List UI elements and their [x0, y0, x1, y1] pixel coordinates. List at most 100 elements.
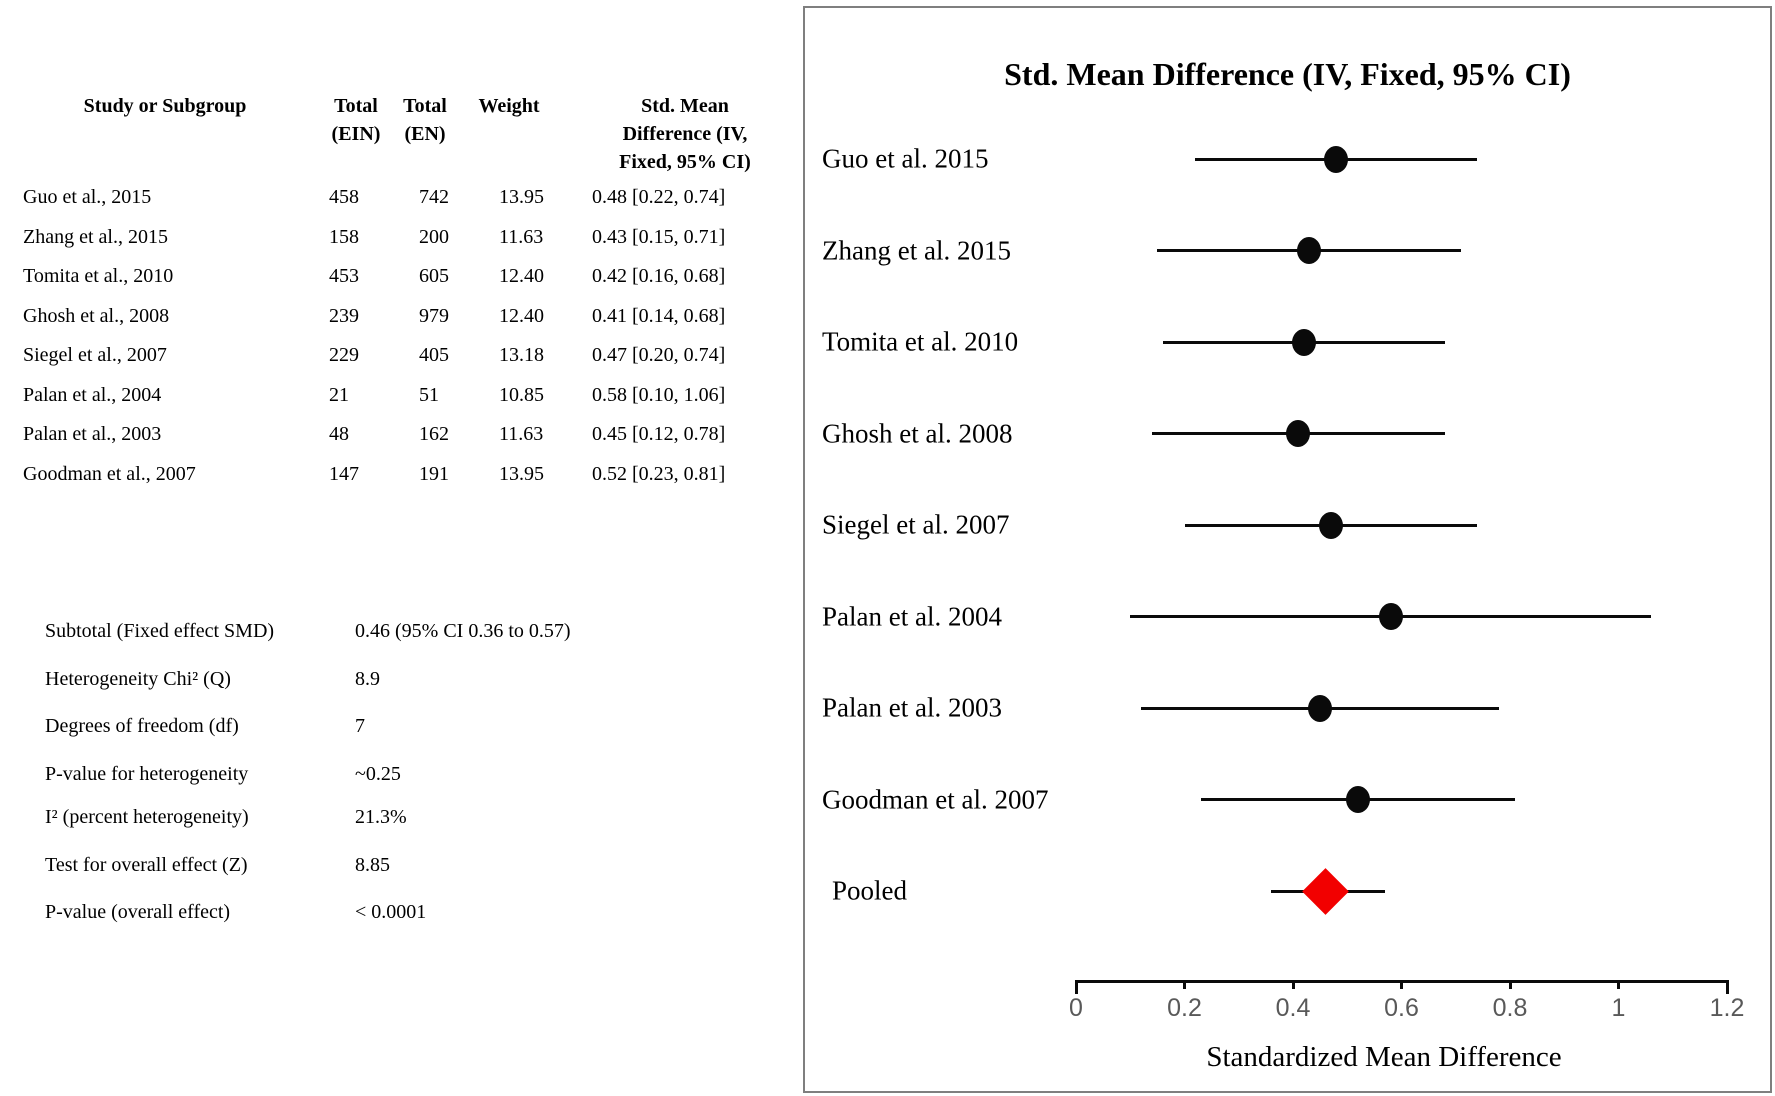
stat-label: Degrees of freedom (df) [45, 715, 239, 737]
header-std-mean-difference-line: Fixed, 95% CI) [619, 151, 751, 173]
smd-ci-cell: 0.58 [0.10, 1.06] [592, 383, 726, 406]
study-name-cell: Tomita et al., 2010 [23, 265, 174, 287]
x-axis-tick [1291, 980, 1295, 989]
smd-ci-cell: 0.42 [0.16, 0.68] [592, 265, 726, 287]
smd-ci-cell: 0.45 [0.12, 0.78] [592, 423, 726, 445]
weight-cell: 11.63 [499, 225, 544, 248]
study-name-cell: Goodman et al., 2007 [23, 462, 196, 485]
stat-label: Test for overall effect (Z) [45, 853, 248, 876]
forest-row-label: Goodman et al. 2007 [822, 784, 1049, 814]
forest-plot-panel [803, 6, 1772, 1093]
point-estimate-marker [1286, 420, 1311, 447]
smd-ci-cell: 0.52 [0.23, 0.81] [592, 462, 726, 485]
study-name-cell: Guo et al., 2015 [23, 186, 152, 208]
smd-ci-cell: 0.48 [0.22, 0.74] [592, 186, 726, 208]
total-ein-cell: 239 [329, 304, 359, 327]
weight-cell: 13.95 [499, 186, 544, 208]
total-en-cell: 605 [419, 265, 449, 287]
weight-cell: 13.95 [499, 462, 544, 485]
forest-row-label: Ghosh et al. 2008 [822, 418, 1013, 448]
smd-ci-cell: 0.43 [0.15, 0.71] [592, 225, 726, 248]
stat-label: P-value for heterogeneity [45, 762, 249, 785]
study-name-cell: Ghosh et al., 2008 [23, 304, 170, 327]
x-axis-title: Standardized Mean Difference [1206, 1041, 1562, 1073]
point-estimate-marker [1308, 694, 1333, 722]
total-ein-cell: 458 [329, 186, 359, 208]
point-estimate-marker [1297, 237, 1322, 264]
stat-value: < 0.0001 [355, 901, 427, 923]
study-name-cell: Zhang et al., 2015 [23, 225, 168, 248]
forest-row-label: Palan et al. 2004 [822, 601, 1002, 631]
weight-cell: 12.40 [499, 304, 544, 327]
stat-label: Heterogeneity Chi² (Q) [45, 667, 231, 690]
x-axis-tick [1183, 980, 1186, 989]
stat-value: 8.9 [355, 667, 380, 690]
x-axis-tick [1617, 980, 1620, 989]
header-weight: Weight [459, 92, 559, 120]
header-study-or-subgroup-line: Study or Subgroup [83, 95, 247, 117]
x-axis-tick-label: 0 [1069, 994, 1083, 1022]
stat-value: 7 [355, 715, 365, 737]
smd-ci-cell: 0.41 [0.14, 0.68] [592, 304, 726, 327]
stat-value: 8.85 [355, 853, 390, 876]
x-axis-tick-label: 0.6 [1384, 994, 1419, 1022]
point-estimate-marker [1318, 511, 1343, 539]
header-total-en-line: (EN) [404, 123, 446, 145]
x-axis-tick-label: 1.2 [1709, 994, 1745, 1022]
forest-row-label: Tomita et al. 2010 [822, 326, 1019, 357]
x-axis-tick-label: 0.4 [1275, 994, 1311, 1022]
stat-label: I² (percent heterogeneity) [45, 806, 249, 828]
x-axis-tick [1074, 980, 1078, 994]
study-name-cell: Siegel et al., 2007 [23, 344, 167, 366]
total-en-cell: 51 [419, 383, 439, 406]
stat-value: 0.46 (95% CI 0.36 to 0.57) [355, 620, 571, 642]
stat-value: 21.3% [355, 806, 407, 828]
header-total-en-line: Total [403, 95, 447, 117]
header-std-mean-difference-line: Difference (IV, [622, 123, 748, 145]
x-axis-tick-label: 0.2 [1167, 994, 1202, 1022]
total-ein-cell: 229 [329, 344, 359, 366]
forest-row-label: Siegel et al. 2007 [822, 509, 1010, 540]
total-en-cell: 191 [419, 462, 449, 485]
weight-cell: 11.63 [499, 423, 544, 445]
total-ein-cell: 453 [329, 265, 359, 287]
header-total-en: Total (EN) [385, 92, 465, 148]
x-axis-tick [1725, 980, 1729, 994]
header-total-ein: Total (EIN) [316, 92, 396, 148]
point-estimate-marker [1324, 145, 1349, 173]
stat-value: ~0.25 [355, 762, 401, 785]
total-ein-cell: 158 [329, 225, 359, 248]
x-axis-tick-label: 1 [1611, 994, 1626, 1022]
header-study-or-subgroup: Study or Subgroup [50, 92, 280, 120]
x-axis-tick [1508, 980, 1512, 989]
plot-title: Std. Mean Difference (IV, Fixed, 95% CI) [1004, 56, 1571, 92]
header-total-ein-line: (EIN) [331, 123, 381, 145]
x-axis-tick [1400, 980, 1403, 989]
total-ein-cell: 147 [329, 462, 359, 485]
study-name-cell: Palan et al., 2003 [23, 423, 162, 445]
header-total-ein-line: Total [334, 95, 378, 117]
header-std-mean-difference-line: Std. Mean [641, 95, 729, 117]
total-en-cell: 405 [419, 344, 449, 366]
smd-ci-cell: 0.47 [0.20, 0.74] [592, 344, 726, 366]
forest-row-label: Zhang et al. 2015 [822, 235, 1011, 265]
point-estimate-marker [1378, 603, 1403, 630]
total-ein-cell: 21 [329, 383, 349, 406]
total-en-cell: 742 [419, 186, 449, 208]
total-ein-cell: 48 [329, 423, 349, 445]
weight-cell: 13.18 [499, 344, 544, 366]
point-estimate-marker [1346, 786, 1371, 813]
pooled-label: Pooled [832, 875, 908, 906]
total-en-cell: 979 [419, 304, 449, 327]
stat-label: Subtotal (Fixed effect SMD) [45, 620, 275, 642]
total-en-cell: 162 [419, 423, 449, 445]
stat-label: P-value (overall effect) [45, 901, 231, 923]
total-en-cell: 200 [419, 225, 449, 248]
x-axis-tick-label: 0.8 [1492, 994, 1528, 1022]
weight-cell: 10.85 [499, 383, 544, 406]
study-name-cell: Palan et al., 2004 [23, 383, 162, 406]
forest-row-label: Palan et al. 2003 [822, 692, 1002, 723]
point-estimate-marker [1291, 328, 1316, 356]
header-std-mean-difference: Std. Mean Difference (IV, Fixed, 95% CI) [585, 92, 785, 176]
